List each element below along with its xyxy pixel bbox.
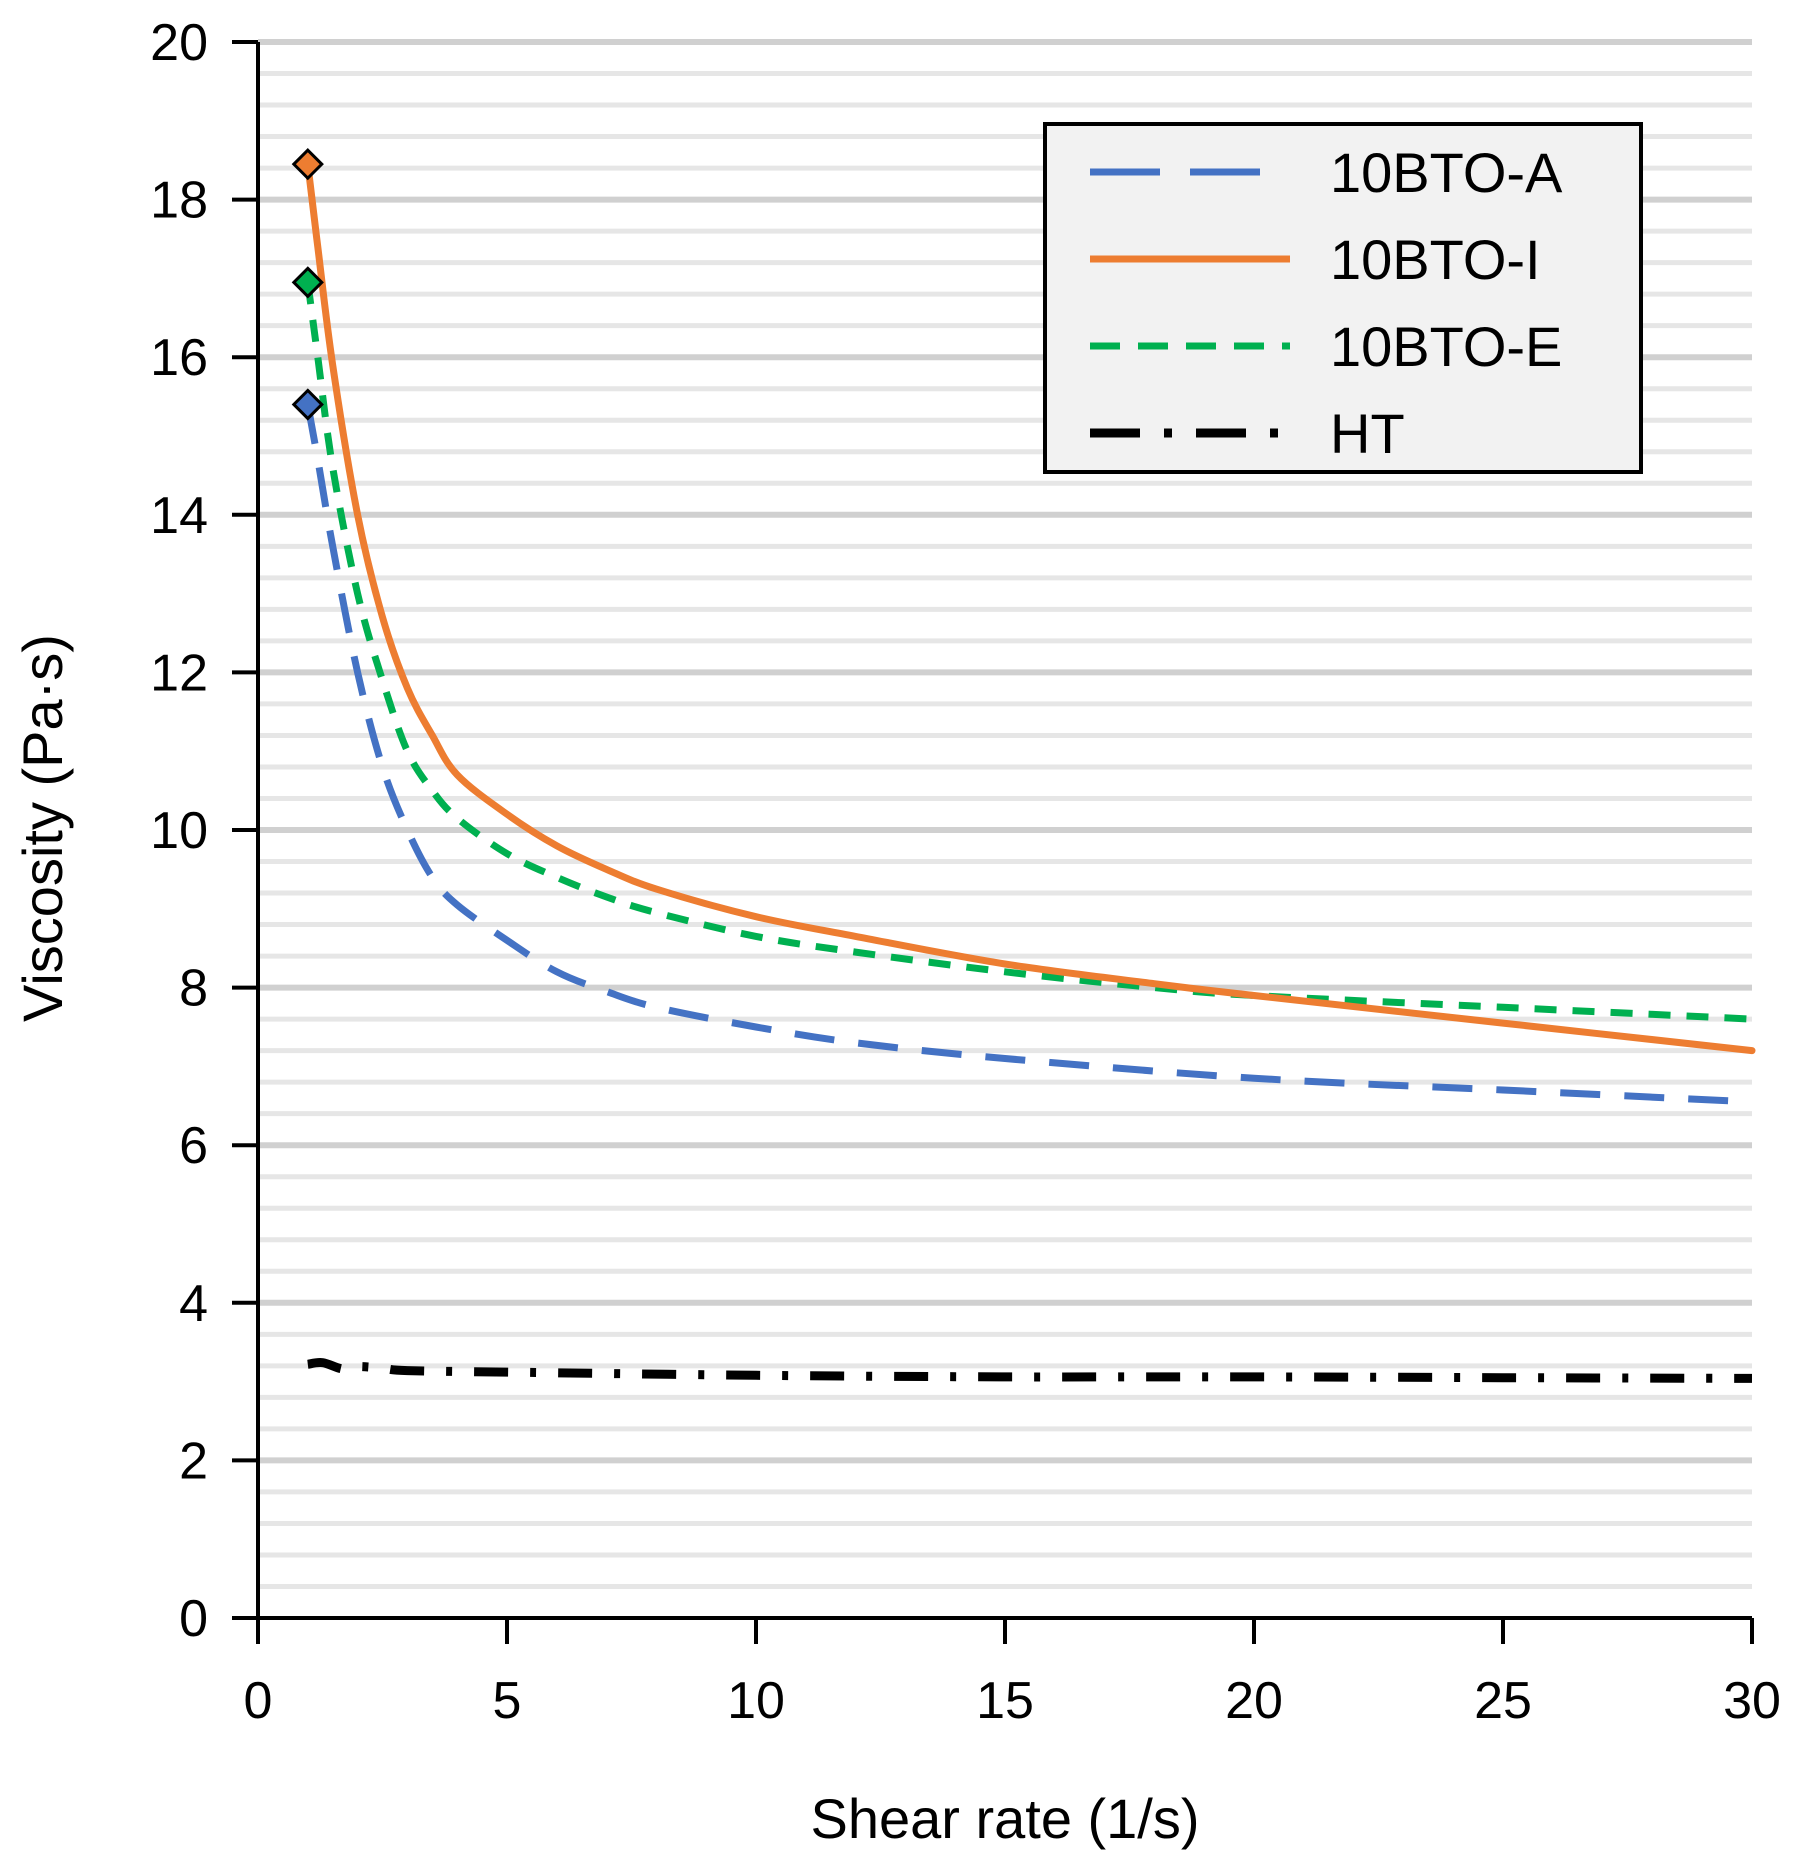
y-tick-label: 12	[150, 644, 208, 702]
x-tick-label: 25	[1474, 1672, 1532, 1730]
y-tick-label: 20	[150, 14, 208, 72]
series-line-ht	[307, 1358, 1753, 1383]
axes-layer	[232, 40, 1754, 1644]
tick-label-layer: 0 2 4 6 8 10 12 14 16 18 20 0 5 10 15 20 25 30	[150, 14, 1781, 1730]
data-point-marker-10bto-a	[291, 388, 324, 421]
x-tick-label: 10	[727, 1672, 785, 1730]
data-point-marker-10bto-e	[291, 266, 324, 299]
legend-label-10bto-e: 10BTO-E	[1330, 315, 1562, 378]
legend-box	[1043, 122, 1643, 474]
legend-label-10bto-i: 10BTO-I	[1330, 228, 1541, 291]
x-tick-label: 5	[493, 1672, 522, 1730]
legend-label-ht: HT	[1330, 402, 1405, 465]
y-tick-label: 6	[179, 1117, 208, 1175]
y-tick-label: 4	[179, 1275, 208, 1333]
series-layer	[291, 148, 1756, 1383]
x-tick-label: 15	[976, 1672, 1034, 1730]
y-tick-label: 2	[179, 1432, 208, 1490]
x-tick-label: 20	[1225, 1672, 1283, 1730]
x-tick-label: 30	[1723, 1672, 1781, 1730]
series-line-10bto-i	[304, 160, 1756, 1055]
y-tick-label: 8	[179, 960, 208, 1018]
x-tick-label: 0	[244, 1672, 273, 1730]
y-tick-label: 18	[150, 172, 208, 230]
y-tick-label: 16	[150, 329, 208, 387]
y-tick-label: 0	[179, 1590, 208, 1648]
legend-label-10bto-a: 10BTO-A	[1330, 141, 1563, 204]
x-axis-title: Shear rate (1/s)	[810, 1787, 1199, 1850]
series-line-10bto-a	[304, 403, 1753, 1106]
y-tick-label: 10	[150, 802, 208, 860]
y-tick-label: 14	[150, 487, 208, 545]
y-axis-title: Viscosity (Pa·s)	[11, 634, 74, 1022]
legend: 10BTO-A 10BTO-I 10BTO-E HT	[1043, 122, 1643, 474]
data-point-marker-10bto-i	[291, 148, 324, 181]
